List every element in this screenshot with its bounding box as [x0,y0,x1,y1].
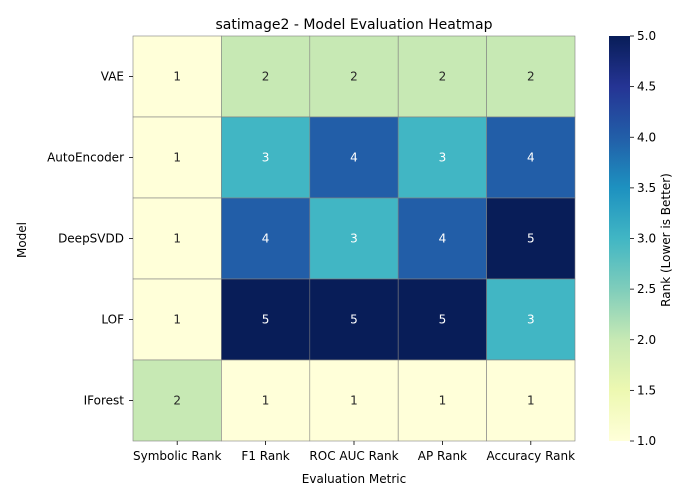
y-axis-label: Model [15,222,29,258]
heatmap-cell [397,35,487,118]
y-tick-label: AutoEncoder [47,151,124,165]
heatmap-cell [309,116,399,199]
cell-value-label: 3 [439,151,447,165]
heatmap-cell [221,278,311,361]
heatmap-cell [309,35,399,118]
heatmap-cell [486,278,576,361]
x-axis-label: Evaluation Metric [302,472,406,486]
x-axis-ticks: Symbolic Rank F1 Rank ROC AUC Rank AP Rank A… [133,441,575,463]
heatmap-cell [221,197,311,280]
chart-title: satimage2 - Model Evaluation Heatmap [216,17,493,33]
cell-value-label: 3 [262,151,270,165]
colorbar-tick-label: 3.0 [637,232,656,246]
heatmap-cell [132,116,222,199]
heatmap-cell [309,278,399,361]
colorbar-tick-label: 2.5 [637,282,656,296]
cell-value-label: 1 [350,394,358,408]
cell-value-label: 1 [173,232,181,246]
cell-value-label: 4 [262,232,270,246]
heatmap-cell [397,197,487,280]
colorbar-tick-label: 4.0 [637,130,656,144]
cell-value-label: 2 [527,70,535,84]
y-tick-label: VAE [101,70,124,84]
cell-value-label: 4 [439,232,447,246]
cell-value-label: 2 [439,70,447,84]
colorbar-tick-label: 4.5 [637,80,656,94]
cell-value-label: 4 [350,151,358,165]
cell-value-label: 2 [173,394,181,408]
y-tick-label: IForest [84,394,125,408]
heatmap-cell [309,359,399,442]
cell-value-label: 1 [173,70,181,84]
colorbar-tick-label: 5.0 [637,29,656,43]
cell-value-label: 4 [527,151,535,165]
heatmap-cell [486,197,576,280]
heatmap-cell [309,197,399,280]
cell-value-label: 5 [439,313,447,327]
heatmap-cell [132,35,222,118]
x-tick-label: Accuracy Rank [487,449,576,463]
heatmap-cell [486,359,576,442]
colorbar-tick-label: 1.5 [637,383,656,397]
cell-value-label: 1 [262,394,270,408]
y-axis-ticks: VAE AutoEncoder DeepSVDD LOF IForest [47,70,133,408]
heatmap-cells: 1 2 2 2 2 1 3 4 3 4 1 4 3 4 5 1 5 5 5 3 2 1 1 1 1 [132,35,576,442]
colorbar: 1.0 1.5 2.0 2.5 3.0 3.5 4.0 4.5 5.0 [609,29,656,448]
cell-value-label: 5 [350,313,358,327]
heatmap-cell [132,359,222,442]
heatmap-cell [486,35,576,118]
cell-value-label: 5 [262,313,270,327]
heatmap-cell [486,116,576,199]
colorbar-tick-label: 2.0 [637,333,656,347]
cell-value-label: 1 [173,151,181,165]
x-tick-label: Symbolic Rank [133,449,221,463]
cell-value-label: 2 [350,70,358,84]
cell-value-label: 2 [262,70,270,84]
x-tick-label: AP Rank [418,449,467,463]
colorbar-tick-label: 1.0 [637,434,656,448]
cell-value-label: 1 [527,394,535,408]
x-tick-label: F1 Rank [241,449,289,463]
x-tick-label: ROC AUC Rank [309,449,398,463]
cell-value-label: 3 [527,313,535,327]
heatmap-cell [221,35,311,118]
heatmap-cell [221,359,311,442]
colorbar-label: Rank (Lower is Better) [659,173,673,307]
heatmap-cell [397,278,487,361]
cell-value-label: 1 [173,313,181,327]
colorbar-tick-label: 3.5 [637,181,656,195]
cell-value-label: 5 [527,232,535,246]
cell-value-label: 1 [439,394,447,408]
y-tick-label: LOF [101,313,124,327]
y-tick-label: DeepSVDD [58,232,124,246]
cell-value-label: 3 [350,232,358,246]
colorbar-gradient [609,36,630,441]
